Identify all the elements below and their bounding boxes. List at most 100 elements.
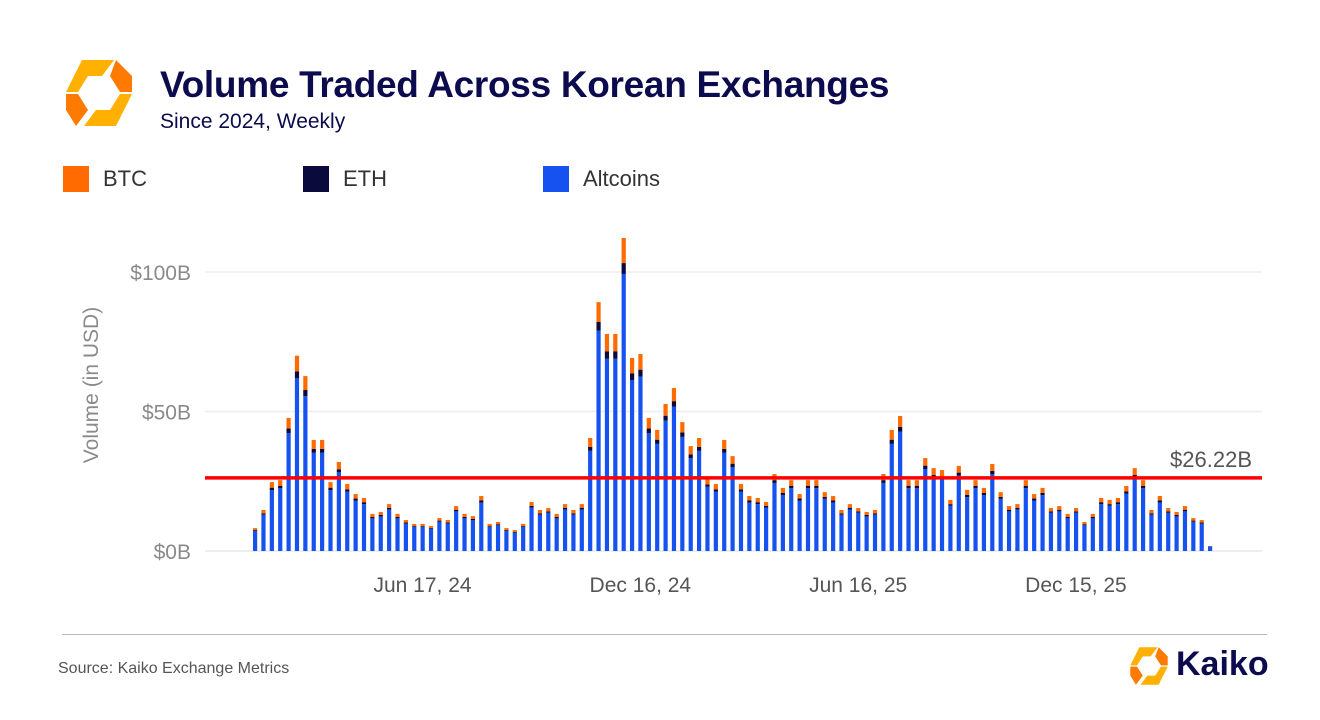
bar-altcoins	[713, 491, 718, 551]
bar-altcoins	[847, 509, 852, 551]
bar-altcoins	[1057, 511, 1062, 551]
bar-eth	[839, 513, 844, 515]
bar-eth	[822, 496, 827, 499]
bar-btc	[872, 509, 878, 514]
bar-btc	[864, 511, 869, 516]
bar-btc	[504, 528, 509, 531]
bar-btc	[705, 478, 710, 485]
bar-btc	[387, 504, 392, 508]
bar-altcoins	[470, 520, 476, 551]
bar-btc	[638, 354, 643, 370]
bar-altcoins	[445, 523, 450, 551]
bar-btc	[956, 465, 961, 473]
legend-label: ETH	[343, 166, 387, 191]
bar-eth	[445, 522, 450, 524]
bar-eth	[898, 426, 903, 432]
bar-eth	[1107, 504, 1112, 506]
bar-altcoins	[420, 527, 425, 551]
bar-altcoins	[981, 495, 987, 551]
bar-btc	[948, 499, 953, 505]
bar-btc	[831, 496, 836, 501]
bar-altcoins	[571, 514, 576, 551]
bar-altcoins	[839, 514, 844, 551]
bar-altcoins	[387, 509, 392, 551]
bar-altcoins	[1006, 511, 1012, 551]
y-tick-label: $0B	[154, 541, 191, 564]
bar-altcoins	[613, 358, 618, 551]
bar-btc	[1107, 499, 1112, 505]
bar-eth	[831, 500, 836, 503]
bar-altcoins	[1107, 505, 1112, 551]
legend-item-altcoins: Altcoins	[543, 166, 660, 192]
bar-eth	[454, 509, 459, 512]
bar-altcoins	[1191, 521, 1196, 551]
bar-eth	[872, 513, 878, 515]
bar-btc	[320, 439, 325, 449]
bar-altcoins	[1166, 512, 1171, 551]
bar-altcoins	[537, 514, 543, 551]
bar-altcoins	[1048, 512, 1054, 551]
bar-eth	[253, 530, 258, 531]
bar-btc	[730, 456, 735, 464]
bar-eth	[655, 439, 660, 444]
bar-altcoins	[898, 431, 903, 551]
bar-btc	[1124, 485, 1129, 492]
bar-btc	[445, 520, 450, 523]
bar-altcoins	[1040, 495, 1045, 551]
bar-btc	[311, 439, 316, 449]
y-tick-label: $50B	[142, 402, 191, 425]
bar-btc	[1099, 497, 1104, 503]
bar-eth	[579, 507, 584, 510]
bar-altcoins	[286, 433, 291, 551]
bar-eth	[621, 263, 626, 274]
bar-altcoins	[722, 452, 727, 551]
bar-eth	[395, 516, 400, 519]
bar-btc	[1048, 508, 1054, 512]
bar-eth	[470, 518, 476, 521]
bar-btc	[1115, 497, 1121, 503]
bar-eth	[378, 515, 383, 517]
bar-btc	[378, 511, 383, 516]
bar-eth	[1082, 524, 1087, 526]
bar-eth	[1199, 522, 1204, 524]
bar-altcoins	[1065, 518, 1070, 551]
bar-eth	[420, 526, 425, 528]
legend-label: Altcoins	[583, 166, 661, 191]
bar-eth	[1182, 509, 1188, 512]
bar-btc	[914, 480, 919, 486]
bar-altcoins	[914, 488, 919, 551]
y-tick-label: $100B	[130, 262, 191, 285]
bar-eth	[294, 371, 300, 379]
bar-eth	[328, 487, 333, 491]
bar-eth	[537, 513, 543, 515]
bar-eth	[956, 472, 961, 476]
bar-eth	[504, 530, 509, 531]
bar-eth	[403, 522, 408, 524]
bar-btc	[814, 480, 819, 486]
bar-eth	[479, 500, 484, 503]
bar-btc	[981, 487, 987, 493]
bar-btc	[923, 458, 928, 466]
x-tick-label: Jun 16, 25	[809, 574, 907, 597]
bar-btc	[412, 523, 417, 527]
average-line-label: $26.22B	[1170, 447, 1252, 472]
bar-altcoins	[1149, 514, 1154, 551]
bar-altcoins	[872, 514, 878, 551]
bar-btc	[965, 489, 970, 495]
bar-altcoins	[738, 491, 744, 551]
bar-btc	[621, 237, 626, 264]
bar-eth	[596, 321, 601, 331]
bar-btc	[546, 508, 551, 512]
bar-altcoins	[1073, 512, 1079, 551]
bar-altcoins	[454, 511, 459, 551]
bar-eth	[764, 505, 769, 508]
bar-eth	[412, 526, 417, 528]
bar-btc	[361, 497, 367, 503]
bar-btc	[722, 439, 727, 449]
bar-btc	[713, 484, 718, 490]
bar-altcoins	[1124, 493, 1129, 551]
bar-btc	[370, 513, 375, 517]
bar-eth	[1073, 511, 1079, 513]
bar-btc	[487, 523, 492, 527]
bar-altcoins	[336, 472, 341, 551]
